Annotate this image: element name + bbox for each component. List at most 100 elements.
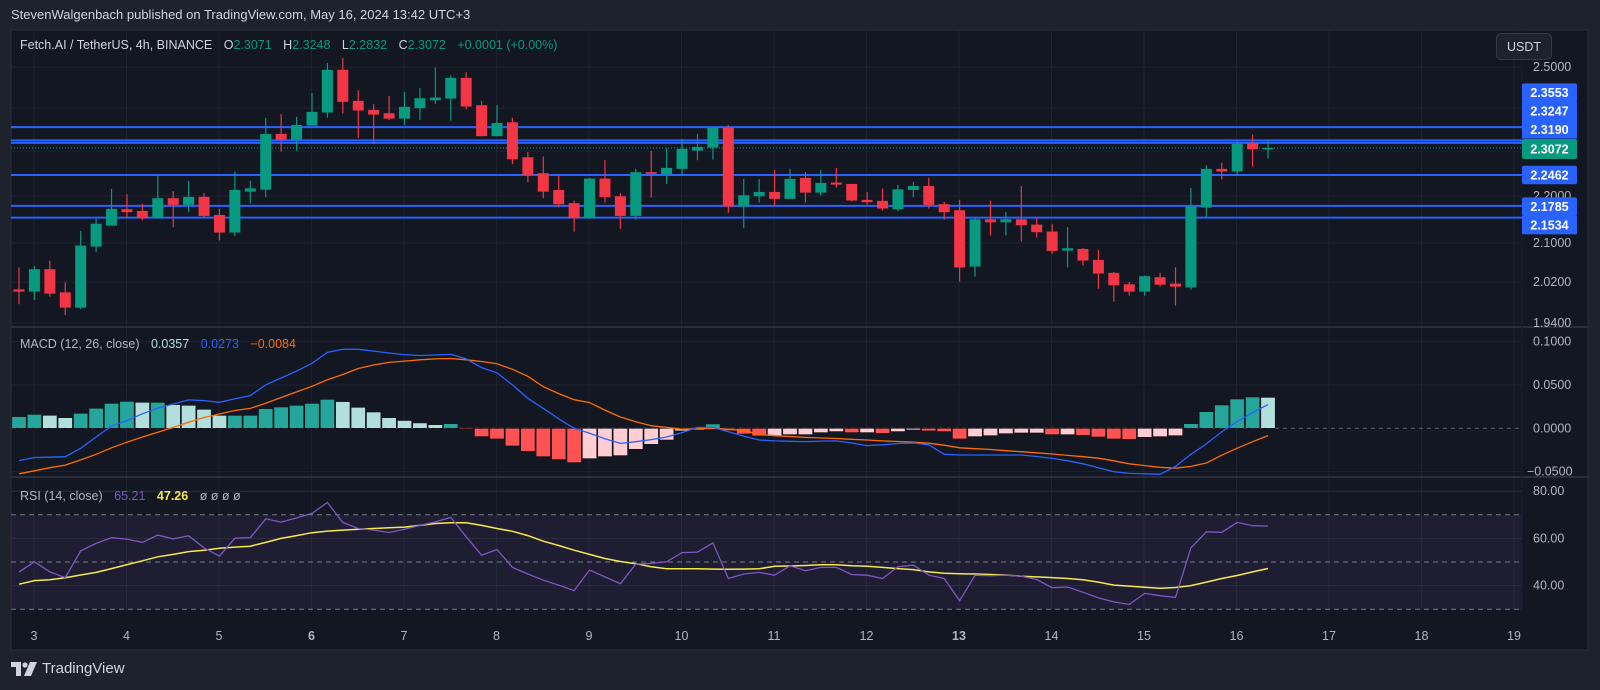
candle — [1123, 281, 1135, 296]
candle-body — [136, 210, 148, 219]
macd-histogram-bar — [890, 427, 906, 432]
brand-name: TradingView — [42, 660, 125, 677]
price-legend: Fetch.AI / TetherUS, 4h, BINANCE O2.3071… — [20, 38, 565, 52]
tradingview-logo-icon — [11, 661, 37, 676]
macd-histogram-bar — [504, 427, 520, 447]
candle — [90, 218, 102, 253]
rsi-axis-tick: 40.00 — [1533, 579, 1564, 593]
candle — [537, 156, 549, 199]
candle — [1046, 224, 1058, 254]
time-axis-label: 18 — [1415, 629, 1429, 643]
candle — [877, 188, 889, 211]
candle-body — [491, 122, 503, 137]
macd-hist-value: 0.0357 — [150, 337, 190, 351]
candle-body — [1247, 143, 1259, 150]
candle — [892, 184, 904, 212]
macd-histogram-bar — [982, 427, 998, 436]
price-level-label[interactable]: 2.1785 — [1522, 197, 1577, 216]
macd-signal-value: −0.0084 — [250, 337, 296, 351]
macd-histogram-bar — [242, 414, 258, 429]
macd-histogram-bar — [1168, 427, 1184, 436]
macd-histogram-bar — [258, 408, 274, 429]
open-value: 2.3071 — [233, 38, 272, 52]
price-level-label[interactable]: 2.3553 — [1522, 83, 1577, 102]
rsi-title[interactable]: RSI (14, close) — [20, 489, 103, 503]
candle — [321, 62, 333, 118]
candle-body — [630, 172, 642, 216]
rsi-value: 65.21 — [114, 489, 146, 503]
currency-button[interactable]: USDT — [1496, 33, 1552, 60]
macd-histogram-bar — [1137, 427, 1153, 438]
publish-line: StevenWalgenbach published on TradingVie… — [11, 7, 471, 22]
time-axis-label: 15 — [1137, 629, 1151, 643]
candle-body — [106, 208, 118, 226]
rsi-line — [18, 501, 1269, 606]
price-level-label[interactable]: 2.2462 — [1522, 165, 1577, 185]
price-level-label[interactable]: 2.1534 — [1522, 215, 1577, 235]
candle — [599, 159, 611, 203]
price-level-label-text: 2.3247 — [1530, 105, 1568, 119]
candle-body — [59, 292, 71, 308]
change-value: +0.0001 (+0.00%) — [457, 38, 558, 52]
time-axis-label: 4 — [123, 629, 130, 643]
macd-histogram-bar — [57, 417, 73, 429]
candle-body — [707, 127, 719, 148]
candle — [568, 200, 580, 232]
price-level-label[interactable]: 2.3190 — [1522, 120, 1577, 139]
macd-histogram-bar — [1013, 427, 1029, 434]
candle-body — [753, 191, 765, 197]
candle-body — [414, 98, 426, 109]
macd-title[interactable]: MACD (12, 26, close) — [20, 337, 140, 351]
candle — [460, 72, 472, 110]
macd-histogram-bar — [905, 427, 921, 431]
macd-histogram-bar — [474, 427, 490, 437]
candle — [645, 150, 657, 198]
macd-histogram-bar — [489, 427, 505, 440]
candle-body — [260, 133, 272, 190]
candle-body — [738, 195, 750, 207]
macd-histogram-bar — [458, 427, 474, 430]
candle — [1015, 185, 1027, 242]
candle-body — [1231, 143, 1243, 172]
macd-legend: MACD (12, 26, close) 0.0357 0.0273 −0.00… — [20, 337, 299, 351]
candle — [337, 57, 349, 114]
candle-body — [75, 245, 87, 308]
price-axis-tick: 2.0200 — [1533, 275, 1571, 289]
candle-body — [722, 127, 734, 207]
price-level-label-box — [1522, 120, 1577, 139]
macd-histogram-bar — [381, 417, 397, 429]
candle — [291, 116, 303, 151]
macd-histogram-bar — [643, 427, 659, 445]
macd-histogram-bar — [165, 404, 181, 429]
candle — [383, 95, 395, 120]
candle — [152, 174, 164, 219]
candle-body — [90, 223, 102, 247]
price-level-label-text: 2.1785 — [1530, 200, 1568, 214]
candle — [799, 172, 811, 203]
open-label: O — [223, 38, 234, 52]
candle — [121, 194, 133, 219]
candle — [491, 105, 503, 137]
candle — [1247, 134, 1259, 167]
price-level-label-box — [1522, 83, 1577, 102]
macd-histogram-bar — [566, 427, 582, 463]
price-axis-tick: 2.5000 — [1533, 60, 1571, 74]
candle — [984, 200, 996, 236]
macd-histogram-bar — [289, 405, 305, 429]
candle-body — [1031, 224, 1043, 233]
candle-body — [1108, 272, 1120, 286]
candle-body — [1139, 276, 1151, 292]
candle-body — [1062, 248, 1074, 251]
macd-histogram-bar — [875, 427, 891, 434]
time-axis-label: 7 — [401, 629, 408, 643]
candle — [954, 199, 966, 282]
tradingview-brand[interactable]: TradingView — [11, 660, 125, 677]
macd-histogram-bar — [859, 427, 875, 433]
price-level-label[interactable]: 2.3247 — [1522, 101, 1577, 121]
price-level-label-text: 2.3553 — [1530, 86, 1568, 100]
candle-body — [599, 178, 611, 198]
symbol-title[interactable]: Fetch.AI / TetherUS, 4h, BINANCE — [20, 38, 213, 52]
candle-body — [44, 269, 56, 294]
candle — [414, 87, 426, 120]
